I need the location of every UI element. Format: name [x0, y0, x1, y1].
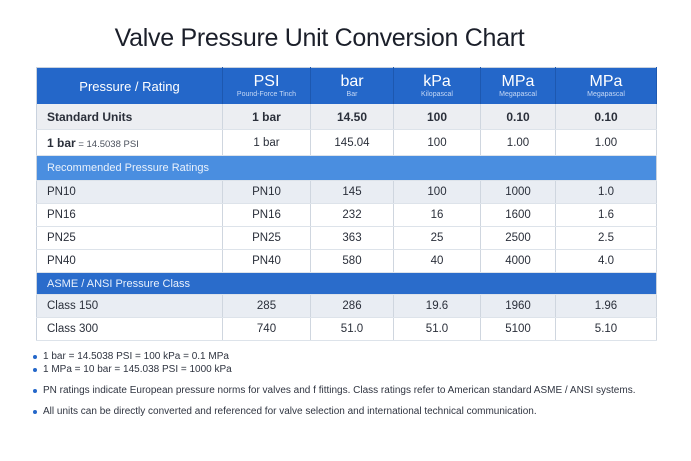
header-psi: PSI Pound-Force Tinch	[222, 67, 311, 104]
header-kpa: kPa Kilopascal	[393, 67, 481, 104]
header-mpa-2: MPa Megapascal	[555, 67, 657, 104]
table-row: Class 300 740 51.0 51.0 5100 5.10	[36, 317, 657, 341]
notes-section: 1 bar = 14.5038 PSI = 100 kPa = 0.1 MPa …	[30, 350, 670, 418]
note-item: 1 MPa = 10 bar = 145.038 PSI = 1000 kPa	[30, 363, 670, 376]
section-header-pn: Recommended Pressure Ratings	[36, 155, 657, 181]
table-row: PN40 PN40 580 40 4000 4.0	[36, 249, 657, 273]
note-item: 1 bar = 14.5038 PSI = 100 kPa = 0.1 MPa	[30, 350, 670, 363]
note-item: All units can be directly converted and …	[30, 405, 670, 418]
table-row-standard-units: Standard Units 1 bar 14.50 100 0.10 0.10	[36, 104, 657, 130]
table-row-one-bar: 1 bar = 14.5038 PSI 1 bar 145.04 100 1.0…	[36, 129, 657, 156]
table-header-row: Pressure / Rating PSI Pound-Force Tinch b…	[36, 67, 657, 104]
header-bar: bar Bar	[310, 67, 394, 104]
table-row: PN10 PN10 145 100 1000 1.0	[36, 180, 657, 204]
table-row: PN25 PN25 363 25 2500 2.5	[36, 226, 657, 250]
table-row: Class 150 285 286 19.6 1960 1.96	[36, 294, 657, 318]
note-item: PN ratings indicate European pressure no…	[30, 384, 670, 397]
header-mpa: MPa Megapascal	[480, 67, 556, 104]
section-header-asme: ASME / ANSI Pressure Class	[36, 272, 657, 295]
notes-list: 1 bar = 14.5038 PSI = 100 kPa = 0.1 MPa …	[30, 350, 670, 418]
page-title: Valve Pressure Unit Conversion Chart	[114, 24, 525, 52]
table-row: PN16 PN16 232 16 1600 1.6	[36, 203, 657, 227]
header-pressure-rating: Pressure / Rating	[36, 67, 223, 104]
conversion-table: Pressure / Rating PSI Pound-Force Tinch b…	[36, 67, 657, 341]
